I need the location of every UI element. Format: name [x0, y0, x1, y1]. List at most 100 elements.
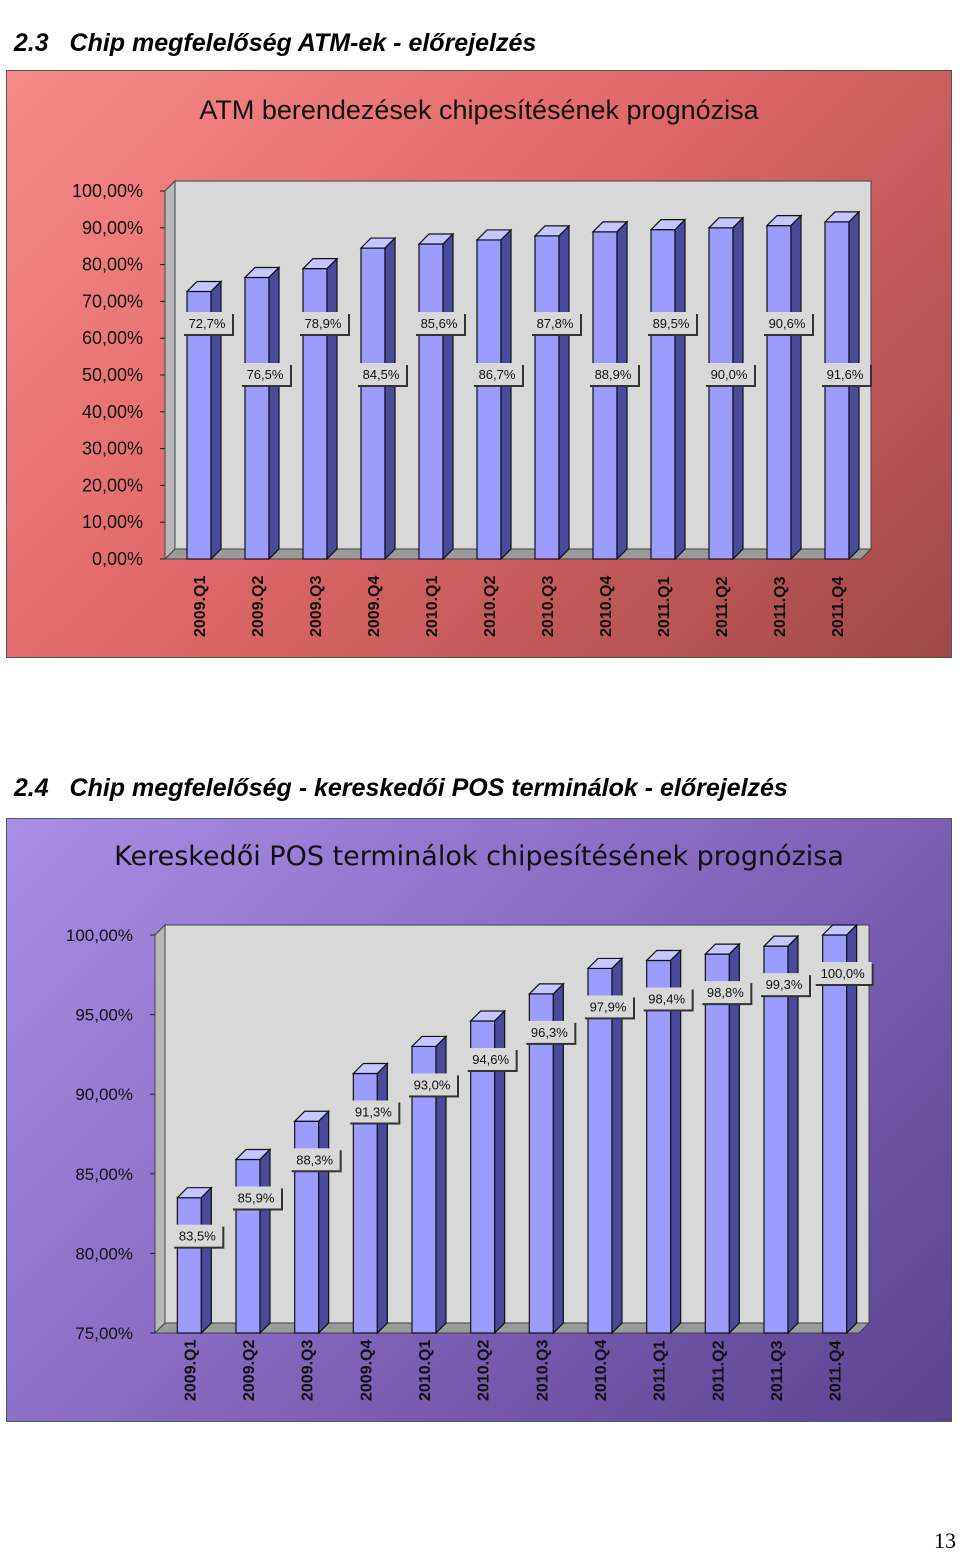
data-label-box — [289, 1148, 340, 1171]
x-tick-label: 2009.Q3 — [308, 576, 325, 637]
bar-side — [268, 266, 280, 561]
data-label: 91,6% — [827, 367, 864, 382]
section-number: 2.4 — [13, 774, 49, 802]
bar-side — [728, 942, 740, 1335]
bar — [293, 1109, 331, 1335]
data-label-box — [356, 363, 406, 385]
x-tick-label: 2011.Q3 — [772, 576, 789, 637]
x-tick-label: 2010.Q1 — [424, 576, 441, 637]
bar-front — [244, 276, 270, 560]
data-label-box — [472, 363, 522, 385]
bar-front — [763, 945, 789, 1334]
bar-front — [592, 231, 618, 560]
bar-side — [259, 1148, 271, 1335]
y-tick-label: 10,00% — [82, 512, 143, 532]
bar-side — [616, 220, 628, 561]
bar — [765, 214, 803, 561]
bar — [591, 220, 629, 561]
bar-front — [704, 953, 730, 1334]
x-tick-label: 2010.Q1 — [417, 1340, 434, 1401]
data-label-box — [704, 363, 754, 385]
atm-chart-svg: ATM berendezések chipesítésének prognózi… — [72, 95, 873, 637]
bar-side — [384, 236, 396, 561]
bar-side — [435, 1034, 447, 1335]
data-label-box — [348, 1100, 399, 1123]
bar — [301, 257, 339, 561]
bar-side — [558, 224, 570, 561]
bar-side — [670, 949, 682, 1335]
bar-front — [360, 247, 386, 560]
bar — [533, 224, 571, 561]
x-tick-label: 2009.Q2 — [250, 576, 267, 637]
x-tick-label: 2009.Q2 — [241, 1340, 258, 1401]
data-label: 76,5% — [247, 367, 284, 382]
bar-side — [326, 257, 338, 561]
data-label-box — [172, 1224, 223, 1247]
y-tick-label: 85,00% — [75, 1165, 133, 1184]
data-label-box — [641, 987, 692, 1010]
bar-side — [210, 280, 222, 561]
side-wall — [154, 923, 166, 1335]
x-tick-label: 2010.Q3 — [534, 1340, 551, 1401]
side-wall — [164, 179, 176, 561]
bar-side — [732, 216, 744, 561]
y-tick-label: 90,00% — [75, 1085, 133, 1104]
data-label-box — [240, 363, 290, 385]
data-label-box — [646, 312, 696, 334]
bar — [475, 228, 513, 561]
data-label-box — [813, 962, 872, 984]
x-tick-label: 2009.Q1 — [182, 1340, 199, 1401]
data-label-box — [583, 995, 633, 1018]
bar-front — [824, 221, 850, 560]
data-label-box — [407, 1073, 457, 1096]
bar-side — [200, 1186, 212, 1335]
bar — [821, 923, 859, 1335]
data-label-box — [762, 312, 812, 334]
data-label-box — [414, 312, 464, 334]
bar-front — [176, 1197, 202, 1334]
data-label: 87,8% — [537, 316, 574, 331]
bar-side — [552, 982, 564, 1335]
x-tick-label: 2009.Q4 — [366, 576, 383, 637]
data-label: 100,0% — [821, 966, 866, 981]
data-label-box — [700, 981, 751, 1004]
data-label: 88,9% — [595, 367, 632, 382]
bar-side — [787, 934, 799, 1335]
data-label: 84,5% — [363, 367, 400, 382]
data-label: 96,3% — [531, 1025, 568, 1040]
bar-side — [318, 1109, 330, 1335]
x-tick-label: 2011.Q4 — [830, 576, 847, 637]
data-label: 97,9% — [590, 999, 627, 1014]
data-label-box — [182, 312, 232, 334]
bar — [762, 934, 800, 1335]
y-tick-label: 70,00% — [82, 291, 143, 311]
bar-side — [500, 228, 512, 561]
y-tick-label: 20,00% — [82, 475, 143, 495]
data-label: 85,9% — [238, 1190, 275, 1205]
section-number: 2.3 — [13, 29, 49, 57]
bar — [185, 280, 223, 561]
bar — [645, 949, 683, 1335]
bar — [417, 232, 455, 561]
data-label: 93,0% — [414, 1077, 451, 1092]
bar-front — [534, 235, 560, 560]
y-tick-label: 60,00% — [82, 328, 143, 348]
data-label-box — [820, 363, 870, 385]
bar-front — [235, 1158, 261, 1334]
bar-front — [418, 243, 444, 560]
data-label: 94,6% — [472, 1052, 509, 1067]
data-label: 78,9% — [305, 316, 342, 331]
floor — [153, 1322, 871, 1334]
y-tick-label: 100,00% — [72, 181, 143, 201]
bar-side — [790, 214, 802, 561]
pos-chart: Kereskedői POS terminálok chipesítésének… — [6, 818, 952, 1422]
bar-side — [442, 232, 454, 561]
pos-chart-svg: Kereskedői POS terminálok chipesítésének… — [66, 841, 874, 1401]
bar-front — [646, 959, 672, 1334]
y-tick-label: 75,00% — [75, 1324, 133, 1343]
bar-side — [494, 1009, 506, 1335]
data-label: 98,8% — [707, 985, 744, 1000]
data-label: 88,3% — [296, 1152, 333, 1167]
data-label-box — [588, 363, 638, 385]
data-label-box — [298, 312, 348, 334]
